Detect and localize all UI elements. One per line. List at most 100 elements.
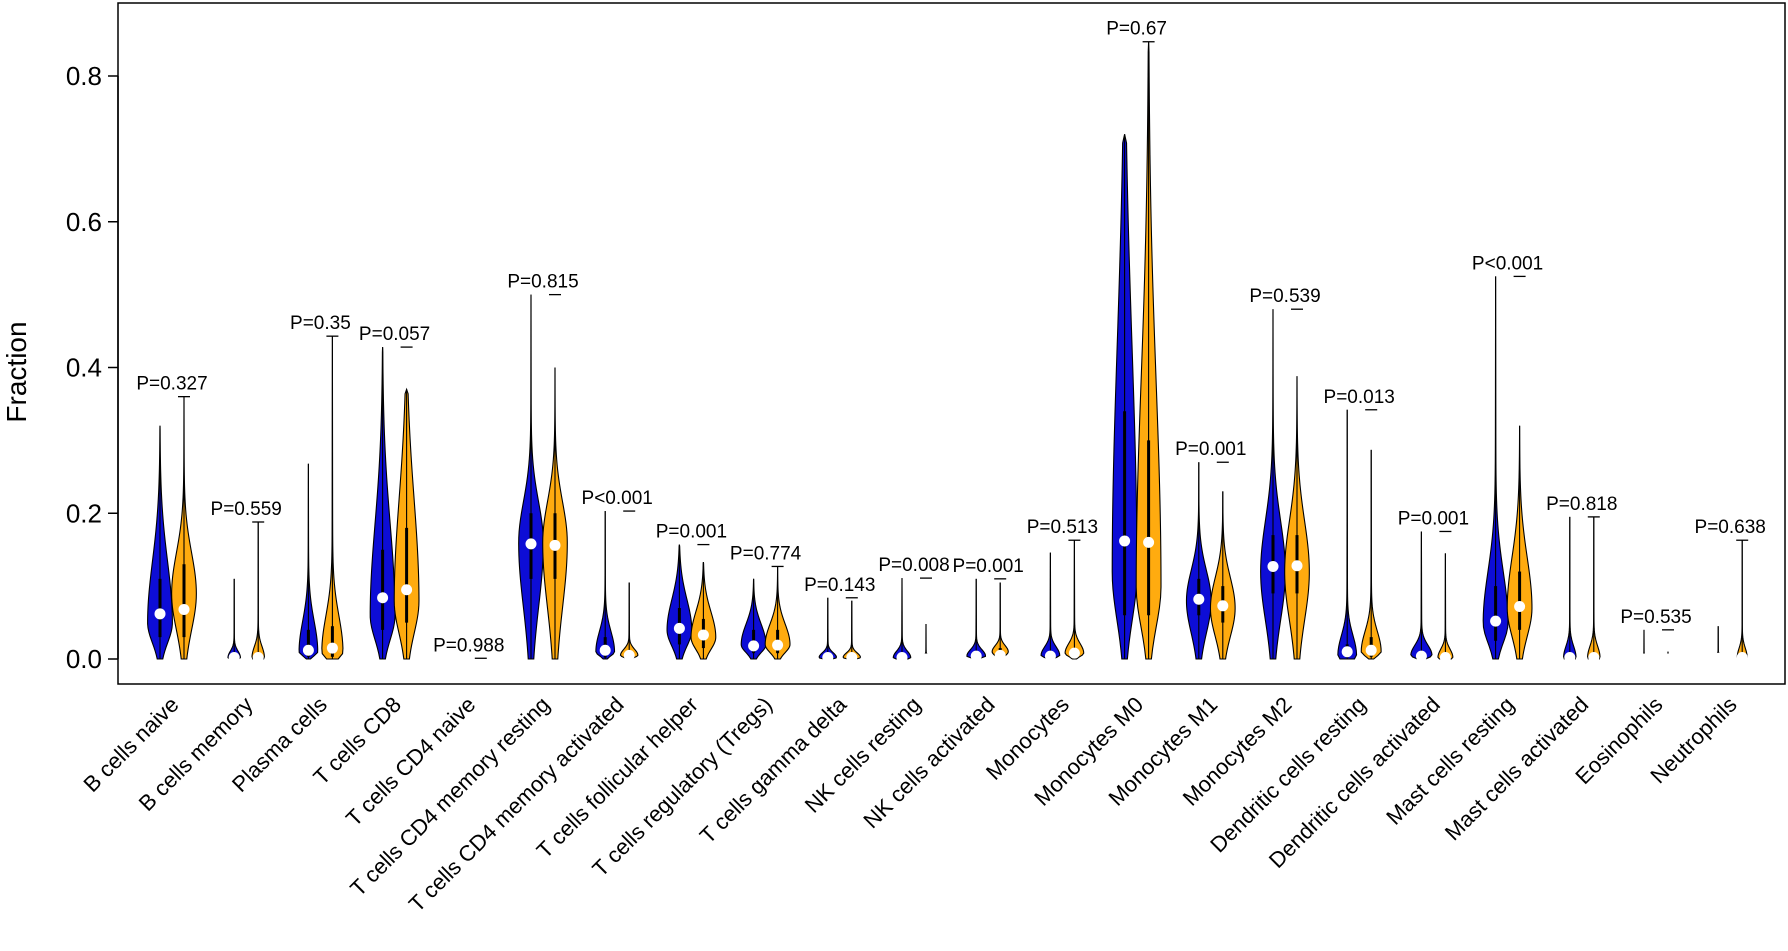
violin-g1	[818, 597, 838, 664]
p-value-label: P=0.35	[290, 313, 351, 334]
median-point	[1712, 652, 1724, 664]
y-tick-label: 0.0	[66, 644, 102, 674]
p-value-label: P=0.057	[359, 324, 430, 345]
p-value-label: P=0.008	[878, 555, 949, 576]
median-point	[1588, 652, 1600, 664]
p-value-label: P=0.535	[1620, 607, 1691, 628]
p-value-label: P=0.001	[656, 522, 727, 543]
violin-g2	[1437, 553, 1454, 664]
y-tick-label: 0.4	[66, 353, 102, 383]
violin-g2	[1135, 41, 1162, 660]
median-point	[252, 652, 264, 664]
p-value-label: P=0.815	[507, 272, 578, 293]
violin-g1	[369, 347, 396, 660]
median-point	[822, 652, 834, 664]
violin-g2	[542, 367, 568, 660]
median-point	[896, 652, 908, 664]
median-point	[970, 650, 982, 662]
median-point	[1662, 653, 1674, 665]
median-point	[1143, 536, 1155, 548]
y-tick-label: 0.2	[66, 498, 102, 528]
median-point	[1119, 535, 1131, 547]
median-point	[599, 644, 611, 656]
category-label: Mast cells activated	[1440, 692, 1593, 845]
violin-g1	[595, 511, 616, 660]
violin-g1	[451, 653, 463, 665]
violin-g1	[966, 578, 987, 662]
violin-g2	[920, 624, 932, 665]
p-value-label: P=0.327	[136, 374, 207, 395]
violin-g1	[1410, 531, 1433, 662]
median-point	[326, 642, 338, 654]
median-point	[623, 649, 635, 661]
median-point	[475, 653, 487, 665]
median-point	[994, 649, 1006, 661]
median-point	[401, 584, 413, 596]
violin-g1	[740, 578, 767, 660]
violin-g2	[690, 562, 717, 660]
y-axis-label: Fraction	[1, 321, 32, 422]
median-point	[302, 644, 314, 656]
median-point	[451, 653, 463, 665]
median-point	[1068, 647, 1080, 659]
violin-g1	[518, 294, 544, 660]
p-value-label: P<0.001	[582, 488, 653, 509]
violin-g2	[842, 600, 862, 664]
violin-g1	[892, 578, 912, 664]
median-point	[1638, 653, 1650, 665]
median-point	[748, 640, 760, 652]
median-point	[1439, 652, 1451, 664]
median-point	[377, 592, 389, 604]
violin-g2	[1506, 425, 1533, 660]
median-point	[154, 608, 166, 620]
median-point	[178, 603, 190, 615]
p-value-label: P=0.539	[1249, 286, 1320, 307]
median-point	[846, 652, 858, 664]
violin-g1	[1185, 462, 1212, 660]
violin-g1	[147, 425, 173, 660]
median-point	[1193, 593, 1205, 605]
median-point	[1044, 650, 1056, 662]
category-label: T cells gamma delta	[695, 691, 852, 848]
p-value-label: P=0.774	[730, 543, 802, 564]
violin-g2	[1064, 540, 1085, 660]
violin-g2	[764, 566, 791, 660]
violin-g1	[1638, 629, 1650, 665]
violin-g2	[251, 521, 265, 664]
median-point	[772, 639, 784, 651]
violin-g1	[666, 544, 693, 660]
y-tick-label: 0.8	[66, 61, 102, 91]
violin-g1	[1260, 309, 1286, 660]
violin-g1	[1563, 516, 1577, 664]
violin-g1	[1482, 276, 1509, 660]
category-label: T cells CD4 naive	[341, 692, 480, 831]
violins	[147, 41, 1748, 665]
p-value-label: P=0.013	[1324, 387, 1395, 408]
median-point	[228, 652, 240, 664]
median-point	[673, 622, 685, 634]
p-value-label: P=0.818	[1546, 494, 1617, 515]
violin-g2	[619, 582, 639, 661]
violin-g1	[1337, 409, 1358, 660]
median-point	[525, 538, 537, 550]
p-value-label: P=0.67	[1106, 19, 1167, 40]
p-value-label: P=0.001	[953, 556, 1024, 577]
p-value-label: P=0.513	[1027, 517, 1098, 538]
p-value-label: P=0.001	[1175, 439, 1246, 460]
median-point	[1365, 644, 1377, 656]
p-value-label: P=0.638	[1695, 517, 1766, 538]
category-label: NK cells activated	[858, 692, 999, 833]
category-label: Mast cells resting	[1381, 692, 1519, 830]
median-point	[920, 653, 932, 665]
y-tick-label: 0.6	[66, 207, 102, 237]
violin-g2	[321, 336, 344, 660]
median-point	[1514, 601, 1526, 613]
violin-g1	[1040, 552, 1061, 662]
p-value-label: P=0.988	[433, 635, 504, 656]
y-axis: 0.0 0.2 0.4 0.6 0.8	[66, 61, 119, 674]
median-point	[697, 629, 709, 641]
median-point	[1267, 560, 1279, 572]
violin-g2	[1587, 516, 1601, 664]
